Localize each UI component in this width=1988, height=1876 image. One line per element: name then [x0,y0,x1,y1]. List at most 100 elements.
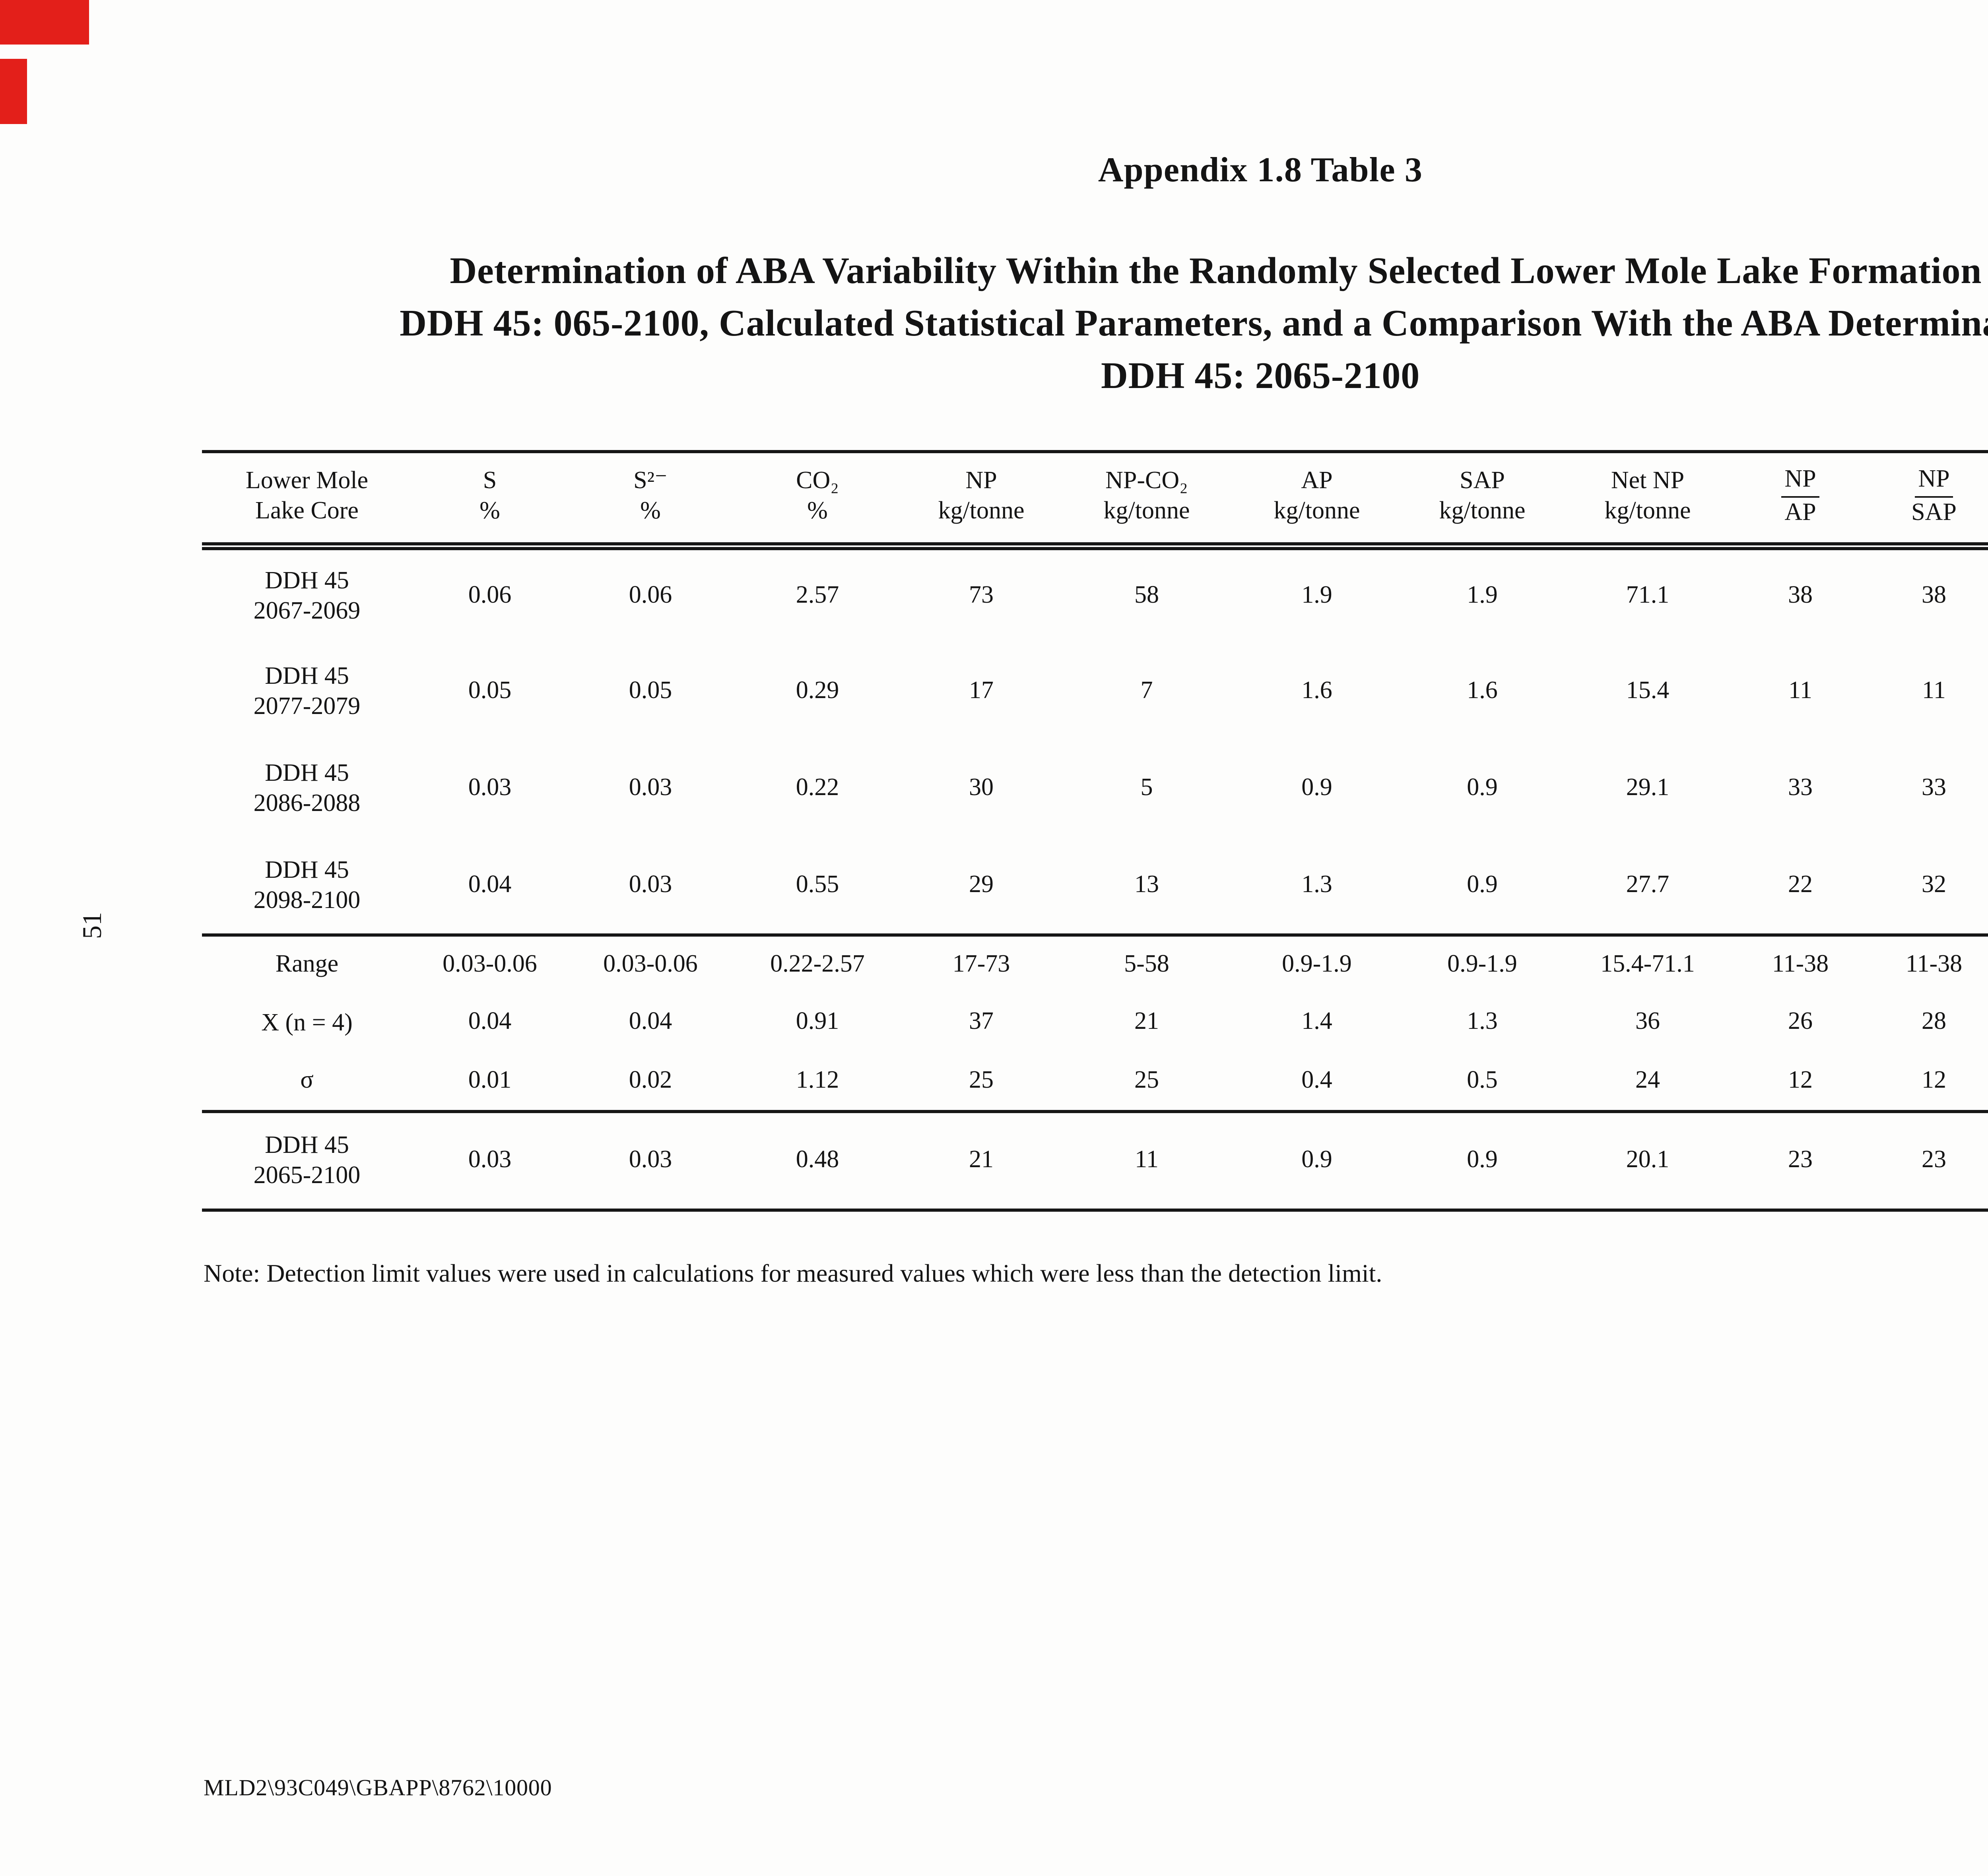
table-cell: 0.04 [468,871,512,898]
subtitle-line-1: Determination of ABA Variability Within … [450,251,1988,293]
document-subtitle: Determination of ABA Variability Within … [95,246,1988,404]
table-cell: 17-73 [952,950,1010,977]
table-cell: 38 [1788,582,1813,609]
row-label: DDH 45 2077-2079 [253,663,361,720]
table-cell: 1.9 [1301,582,1332,609]
table-cell: 58 [1134,582,1159,609]
column-header: AP kg/tonne [1274,468,1360,525]
table-cell: 0.5 [1467,1066,1498,1093]
column-header: NP-CO₂ kg/tonne [1103,468,1190,525]
table-cell: 28 [1922,1008,1946,1035]
table-cell: 1.4 [1301,1008,1332,1035]
table-header-row: Lower Mole Lake Core S% S²⁻% CO₂% NP kg/tonne N… [202,452,1988,546]
table-cell: 2.57 [796,582,839,609]
aba-data-table: Lower Mole Lake Core S% S²⁻% CO₂% NP kg/tonne N… [202,450,1988,1211]
subtitle-line-2: DDH 45: 065-2100, Calculated Statistical… [400,304,1988,345]
column-header: Lower Mole Lake Core [245,468,369,525]
table-cell: 24 [1635,1066,1660,1093]
table-cell: 12 [1922,1066,1946,1093]
table-cell: 0.01 [468,1066,512,1093]
table-cell: 13 [1134,871,1159,898]
table-row: X (n = 4)0.040.040.9137211.41.3362628148… [202,993,1988,1052]
table-cell: 0.05 [629,677,672,704]
table-cell: 21 [1134,1008,1159,1035]
table-cell: 27.7 [1626,871,1670,898]
table-cell: 0.29 [796,677,839,704]
table-cell: 0.03 [629,871,672,898]
table-cell: 22 [1788,871,1813,898]
table-body: DDH 45 2067-2069 0.06 0.06 2.57 73 58 1.9 1.9 7 1.… [202,546,1988,1209]
column-header: NP AP [1732,452,1869,546]
table-cell: 11-38 [1772,950,1829,977]
table-cell: 0.03-0.06 [603,950,698,977]
table-cell: 0.22-2.57 [770,950,865,977]
table-cell: 0.9 [1467,871,1498,898]
table-row: DDH 45 2077-2079 0.05 0.05 0.29 17 7 1.6 1.6 15.4… [202,643,1988,740]
table-cell: 73 [969,582,994,609]
table-cell: 23 [1788,1146,1813,1173]
table-cell: 37 [969,1008,994,1035]
column-header: SAP kg/tonne [1439,468,1526,525]
table-cell: 1.12 [796,1066,839,1093]
table-cell: 0.03 [629,774,672,801]
table-row: DDH 45 2086-2088 0.03 0.03 0.22 30 5 0.9 0.9 29.1… [202,740,1988,837]
table-cell: 5 [1140,774,1153,801]
table-row: DDH 45 2098-2100 0.04 0.03 0.55 29 13 1.3 0.9 27.… [202,837,1988,934]
scan-artifact-red-top [0,0,89,45]
table-cell: 0.9-1.9 [1282,950,1352,977]
subtitle-line-3: DDH 45: 2065-2100 [1101,356,1420,398]
table-cell: 0.03 [468,1146,512,1173]
table-row: DDH 45 2065-2100 0.03 0.03 0.48 21 11 0.9 0.9 20.… [202,1111,1988,1209]
table-cell: 7 [1140,677,1153,704]
table-cell: 29 [969,871,994,898]
row-label: DDH 45 2067-2069 [253,568,361,625]
table-cell: 1.9 [1467,582,1498,609]
row-label: DDH 45 2086-2088 [253,760,361,817]
row-label: σ [300,1067,314,1094]
table-cell: 25 [1134,1066,1159,1093]
table-cell: 0.9 [1301,774,1332,801]
table-cell: 5-58 [1124,950,1169,977]
page-title: Appendix 1.8 Table 3 [1098,149,1423,189]
table-cell: 1.6 [1301,677,1332,704]
table-cell: 1.6 [1467,677,1498,704]
table-cell: 1.3 [1467,1008,1498,1035]
table-cell: 0.4 [1301,1066,1332,1093]
table-cell: 15.4 [1626,677,1670,704]
table-cell: 0.9 [1467,1146,1498,1173]
row-label: DDH 45 2098-2100 [253,856,361,914]
table-cell: 1.3 [1301,871,1332,898]
table-cell: 0.9-1.9 [1447,950,1517,977]
row-label: X (n = 4) [261,1009,353,1036]
table-cell: 0.48 [796,1146,839,1173]
table-cell: 0.55 [796,871,839,898]
note-text: Note: Detection limit values were used i… [204,1261,1382,1288]
table-cell: 0.03 [468,774,512,801]
table-cell: 33 [1788,774,1813,801]
page-number: 51 [77,912,107,939]
table-cell: 0.91 [796,1008,839,1035]
column-header: S% [480,468,500,525]
table-cell: 0.22 [796,774,839,801]
table-row: Range 0.03-0.06 0.03-0.06 0.22-2.57 17-73 5-5… [202,934,1988,993]
table-cell: 25 [969,1066,994,1093]
table-cell: 0.06 [468,582,512,609]
table-cell: 0.03-0.06 [443,950,537,977]
table-cell: 0.02 [629,1066,672,1093]
table-cell: 17 [969,677,994,704]
table-cell: 32 [1922,871,1946,898]
table-row: DDH 45 2067-2069 0.06 0.06 2.57 73 58 1.9 1.9 71.… [202,546,1988,643]
table-cell: 15.4-71.1 [1600,950,1695,977]
table-cell: 12 [1788,1066,1813,1093]
table-cell: 36 [1635,1008,1660,1035]
table-cell: 21 [969,1146,994,1173]
table-cell: 29.1 [1626,774,1670,801]
table-cell: 0.06 [629,582,672,609]
scan-artifact-red-side [0,59,27,124]
table-cell: 26 [1788,1008,1813,1035]
table-cell: 20.1 [1626,1146,1670,1173]
row-label: Range [275,951,339,978]
